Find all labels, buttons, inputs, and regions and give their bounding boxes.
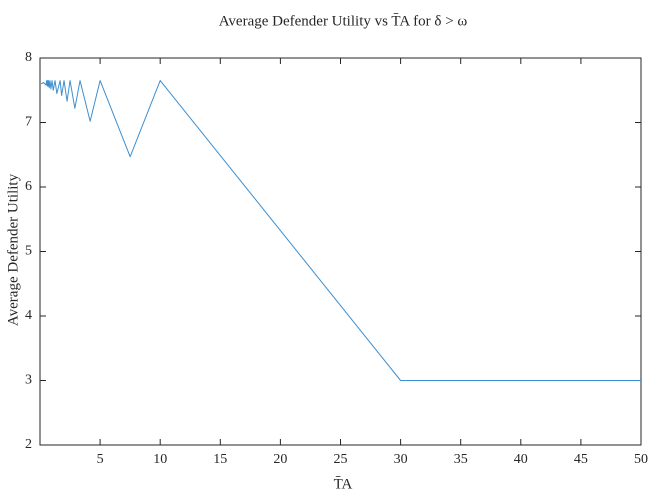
x-tick-label: 10 [153,452,167,467]
y-axis-label: Average Defender Utility [5,173,21,326]
y-tick-label: 8 [25,50,32,65]
x-axis-label: T̄A [334,476,353,492]
x-tick-label: 35 [454,452,468,467]
data-line [40,80,641,381]
y-tick-label: 2 [25,437,32,452]
y-tick-label: 6 [25,179,32,194]
x-tick-label: 40 [514,452,528,467]
x-tick-label: 30 [394,452,408,467]
x-tick-label: 15 [213,452,227,467]
chart-title: Average Defender Utility vs T̄A for δ > … [219,13,468,29]
y-tick-label: 5 [25,244,32,259]
y-tick-label: 3 [25,373,32,388]
y-tick-label: 4 [25,308,32,323]
x-tick-label: 25 [334,452,348,467]
x-tick-label: 45 [574,452,588,467]
x-tick-label: 20 [273,452,287,467]
x-tick-label: 50 [634,452,648,467]
y-tick-label: 7 [25,115,32,130]
x-tick-label: 5 [97,452,104,467]
